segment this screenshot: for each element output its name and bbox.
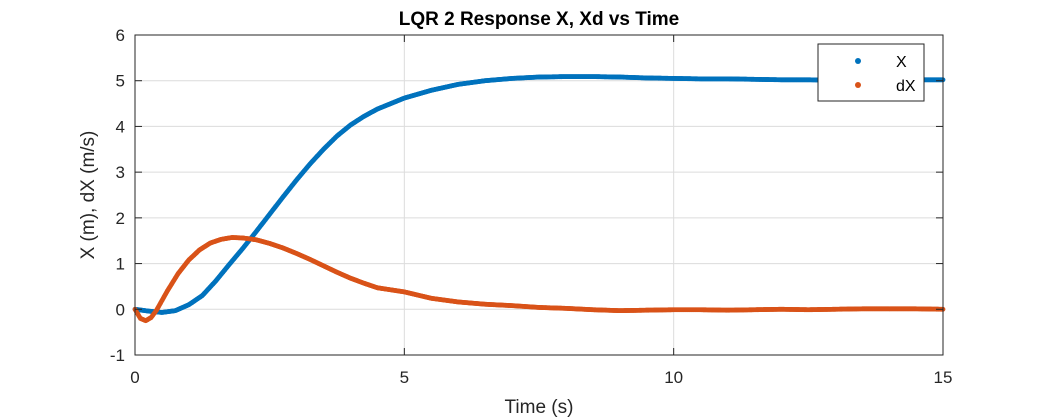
chart-title: LQR 2 Response X, Xd vs Time [399, 9, 680, 30]
plot-frame [134, 34, 944, 356]
y-tick-label: 5 [116, 72, 125, 91]
legend[interactable]: XdX [817, 43, 925, 102]
ticks: 0 5 10 15 -1 0 1 2 3 4 5 6 [110, 26, 953, 387]
series-layer [132, 74, 946, 324]
legend-marker [855, 82, 861, 88]
y-tick-label: 0 [116, 300, 125, 319]
x-tick-label: 10 [664, 368, 683, 387]
legend-label: dX [896, 78, 916, 95]
y-tick-label: 1 [116, 255, 125, 274]
x-axis-label: Time (s) [505, 397, 574, 417]
legend-box [817, 43, 925, 102]
x-tick-label: 5 [400, 368, 409, 387]
y-tick-label: 6 [116, 26, 125, 45]
legend-label: X [896, 54, 907, 71]
y-tick-label: 4 [116, 117, 125, 136]
x-tick-label: 0 [130, 368, 139, 387]
plot-background [135, 35, 943, 355]
y-axis-label: X (m), dX (m/s) [78, 131, 99, 260]
y-tick-label: 2 [116, 209, 125, 228]
y-tick-label: -1 [110, 346, 125, 365]
x-tick-label: 15 [934, 368, 953, 387]
legend-marker [855, 58, 861, 64]
y-tick-label: 3 [116, 163, 125, 182]
series-dx [132, 235, 946, 324]
